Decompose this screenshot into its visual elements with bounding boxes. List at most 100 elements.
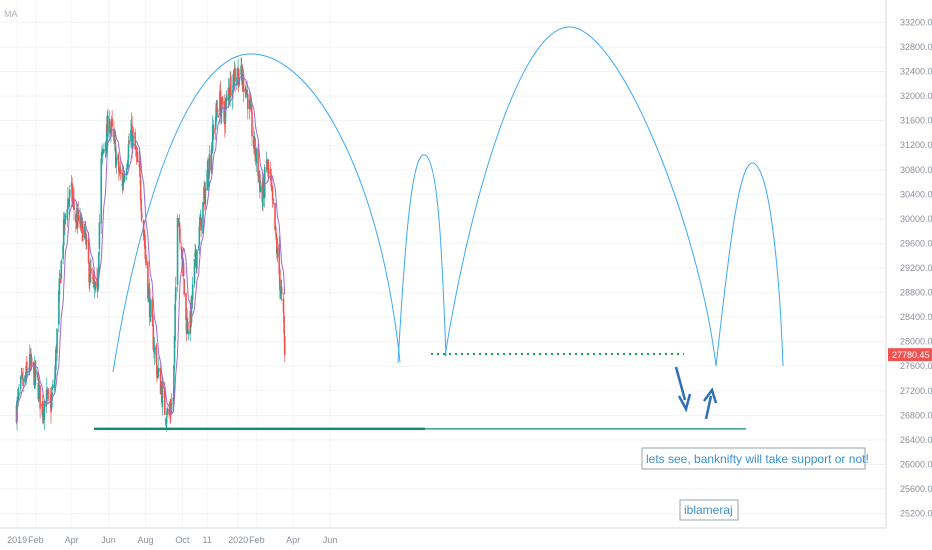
time-tick-label: Aug (137, 535, 153, 545)
candle-body (265, 160, 268, 163)
candle-body (197, 245, 200, 251)
candle-body (259, 174, 261, 193)
candle-body (280, 287, 283, 295)
annotation-box: lets see, banknifty will take support or… (641, 447, 869, 470)
candle-body (174, 304, 176, 341)
candle-body (143, 234, 146, 241)
candle-body (85, 240, 88, 241)
candle-body (259, 186, 262, 193)
candle-body (118, 161, 120, 173)
candle-body (151, 314, 154, 327)
candle-body (58, 278, 61, 296)
candle-body (176, 218, 179, 285)
candle-body (198, 225, 201, 245)
candle-body (107, 115, 109, 137)
author-text: iblameraj (684, 503, 733, 517)
candle-body (196, 250, 198, 269)
price-tick-label: 30000.00 (900, 214, 932, 224)
price-tick-label: 26800.00 (900, 410, 932, 420)
candle-body (145, 254, 147, 266)
candle-body (225, 101, 227, 110)
candle-body (282, 298, 285, 314)
candle-body (274, 203, 276, 230)
candle-body (234, 68, 236, 82)
candle-body (225, 97, 228, 102)
candle-body (223, 101, 225, 123)
candle-body (132, 136, 135, 139)
candle-body (60, 260, 63, 279)
projection-arc-4 (715, 162, 784, 367)
indicator-label: MA (4, 9, 18, 19)
candle-body (32, 362, 35, 365)
time-axis[interactable]: 2019 Feb Apr Jun Aug Oct 11 2020 Feb Apr Jun (0, 527, 886, 545)
candle-body (165, 418, 168, 424)
candle-body (91, 277, 94, 279)
price-axis[interactable]: 33200.00 32800.00 32400.00 32000.00 31600.00… (885, 0, 932, 528)
candle-body (118, 172, 121, 174)
price-tick-label: 31600.00 (900, 116, 932, 126)
price-tick-label: 33200.00 (900, 17, 932, 27)
candle-body (119, 169, 122, 174)
candle-body (24, 375, 26, 383)
candle-body (170, 403, 173, 413)
time-tick-label: Apr (286, 535, 300, 545)
candle-body (159, 368, 162, 395)
candle-body (63, 220, 66, 230)
candle-body (54, 365, 57, 380)
candle-body (236, 77, 238, 86)
arrows (674, 366, 718, 420)
candle-body (139, 162, 141, 178)
candle-body (174, 286, 177, 301)
candle-body (173, 364, 175, 397)
candle-body (136, 152, 139, 163)
candle-body (21, 376, 24, 378)
down-arrow-head (677, 393, 692, 413)
price-tick-label: 26000.00 (900, 459, 932, 469)
time-tick-label: Oct (175, 535, 190, 545)
candle-body (246, 89, 248, 93)
author-box: iblameraj (679, 499, 739, 521)
candle-body (96, 287, 99, 292)
candle-body (157, 369, 159, 377)
price-tick-label: 29200.00 (900, 263, 932, 273)
candle-body (122, 176, 124, 191)
candle-body (64, 216, 67, 218)
candle-body (200, 217, 202, 231)
candle-body (262, 195, 264, 207)
candle-body (89, 267, 92, 283)
candle-body (113, 128, 115, 141)
candle-body (185, 292, 187, 321)
candle-body (117, 154, 120, 161)
candle-body (211, 125, 214, 151)
candle-body (237, 68, 240, 88)
candle-body (249, 102, 251, 105)
candle-body (202, 202, 204, 234)
candle-body (85, 240, 87, 243)
candle-body (283, 315, 285, 334)
candle-body (80, 216, 83, 226)
candle-body (62, 219, 65, 246)
candle-body (39, 385, 41, 409)
candle-body (21, 371, 23, 376)
candle-body (194, 249, 197, 262)
candle-body (283, 336, 286, 355)
candle-body (221, 97, 224, 104)
candle-body (191, 284, 194, 300)
candle-body (71, 183, 73, 202)
candle-body (72, 195, 75, 199)
candle-body (50, 397, 53, 409)
candle-body (73, 199, 75, 210)
candle-body (30, 357, 33, 367)
candle-body (90, 268, 92, 274)
price-tick-label: 28000.00 (900, 337, 932, 347)
candle-body (144, 239, 146, 249)
time-tick-label: 2019 (7, 535, 27, 545)
candle-body (271, 186, 274, 200)
candle-body (164, 386, 166, 416)
candle-body (172, 397, 175, 404)
candle-body (276, 247, 279, 258)
candle-body (59, 279, 62, 284)
candle-body (187, 330, 190, 335)
candle-body (216, 106, 218, 111)
